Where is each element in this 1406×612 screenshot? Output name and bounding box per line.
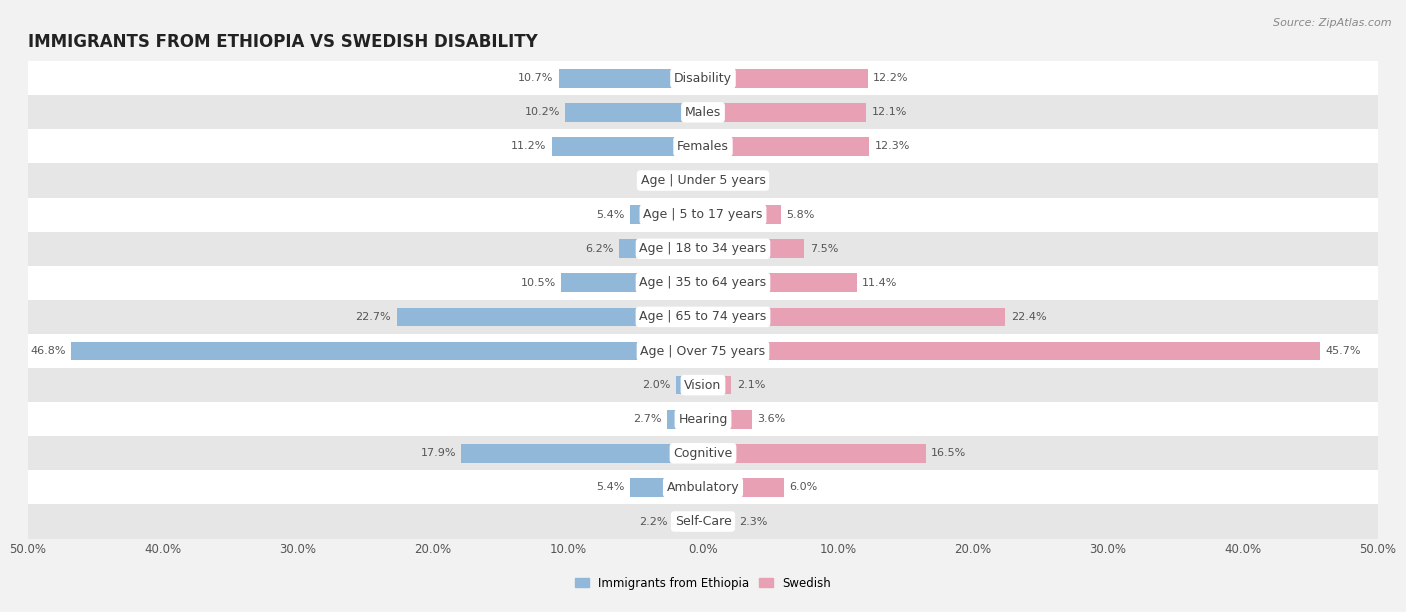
Text: Age | 5 to 17 years: Age | 5 to 17 years (644, 208, 762, 221)
Text: 2.3%: 2.3% (740, 517, 768, 526)
Text: Males: Males (685, 106, 721, 119)
Bar (703, 137, 869, 156)
Bar (28, 232, 1378, 266)
Text: 7.5%: 7.5% (810, 244, 838, 254)
Text: 12.2%: 12.2% (873, 73, 908, 83)
Text: Age | 18 to 34 years: Age | 18 to 34 years (640, 242, 766, 255)
Text: 46.8%: 46.8% (31, 346, 66, 356)
Bar (703, 69, 868, 88)
Bar (28, 61, 1378, 95)
Bar (703, 239, 804, 258)
Text: 1.1%: 1.1% (655, 176, 683, 185)
Text: Age | Over 75 years: Age | Over 75 years (641, 345, 765, 357)
Bar (703, 205, 782, 224)
Text: 12.1%: 12.1% (872, 107, 907, 118)
Legend: Immigrants from Ethiopia, Swedish: Immigrants from Ethiopia, Swedish (569, 572, 837, 595)
Bar (703, 274, 856, 292)
Bar (551, 137, 703, 156)
Text: 6.2%: 6.2% (585, 244, 614, 254)
Bar (703, 444, 925, 463)
Bar (630, 205, 703, 224)
Bar (561, 274, 703, 292)
Bar (703, 103, 866, 122)
Text: Age | 65 to 74 years: Age | 65 to 74 years (640, 310, 766, 323)
Text: Self-Care: Self-Care (675, 515, 731, 528)
Bar (703, 171, 724, 190)
Text: 5.4%: 5.4% (596, 210, 624, 220)
Text: 10.7%: 10.7% (517, 73, 553, 83)
Text: Age | 35 to 64 years: Age | 35 to 64 years (640, 277, 766, 289)
Bar (688, 171, 703, 190)
Text: Vision: Vision (685, 379, 721, 392)
Text: 2.0%: 2.0% (643, 380, 671, 390)
Bar (619, 239, 703, 258)
Text: 3.6%: 3.6% (756, 414, 785, 424)
Bar (565, 103, 703, 122)
Text: Source: ZipAtlas.com: Source: ZipAtlas.com (1274, 18, 1392, 28)
Text: Females: Females (678, 140, 728, 153)
Bar (28, 95, 1378, 129)
Text: 2.1%: 2.1% (737, 380, 765, 390)
Bar (28, 402, 1378, 436)
Bar (630, 478, 703, 497)
Bar (28, 436, 1378, 471)
Bar (28, 129, 1378, 163)
Bar (28, 300, 1378, 334)
Text: 2.7%: 2.7% (633, 414, 661, 424)
Bar (676, 376, 703, 395)
Bar (396, 308, 703, 326)
Bar (703, 478, 785, 497)
Bar (28, 163, 1378, 198)
Text: 2.2%: 2.2% (640, 517, 668, 526)
Text: 1.6%: 1.6% (730, 176, 758, 185)
Text: 17.9%: 17.9% (420, 449, 456, 458)
Bar (703, 512, 734, 531)
Text: 22.7%: 22.7% (356, 312, 391, 322)
Text: Ambulatory: Ambulatory (666, 481, 740, 494)
Text: 11.2%: 11.2% (510, 141, 547, 151)
Text: 6.0%: 6.0% (789, 482, 818, 493)
Text: 16.5%: 16.5% (931, 449, 966, 458)
Bar (28, 334, 1378, 368)
Text: Disability: Disability (673, 72, 733, 84)
Bar (28, 504, 1378, 539)
Bar (703, 341, 1320, 360)
Bar (703, 376, 731, 395)
Text: Hearing: Hearing (678, 412, 728, 426)
Bar (28, 368, 1378, 402)
Text: 22.4%: 22.4% (1011, 312, 1046, 322)
Bar (28, 266, 1378, 300)
Bar (703, 308, 1005, 326)
Text: 5.4%: 5.4% (596, 482, 624, 493)
Text: 10.2%: 10.2% (524, 107, 560, 118)
Bar (558, 69, 703, 88)
Text: Cognitive: Cognitive (673, 447, 733, 460)
Text: 11.4%: 11.4% (862, 278, 897, 288)
Text: IMMIGRANTS FROM ETHIOPIA VS SWEDISH DISABILITY: IMMIGRANTS FROM ETHIOPIA VS SWEDISH DISA… (28, 33, 538, 51)
Text: 5.8%: 5.8% (787, 210, 815, 220)
Bar (28, 471, 1378, 504)
Text: 10.5%: 10.5% (520, 278, 555, 288)
Text: Age | Under 5 years: Age | Under 5 years (641, 174, 765, 187)
Text: 12.3%: 12.3% (875, 141, 910, 151)
Bar (28, 198, 1378, 232)
Bar (72, 341, 703, 360)
Bar (703, 410, 752, 428)
Bar (666, 410, 703, 428)
Bar (673, 512, 703, 531)
Bar (461, 444, 703, 463)
Text: 45.7%: 45.7% (1326, 346, 1361, 356)
